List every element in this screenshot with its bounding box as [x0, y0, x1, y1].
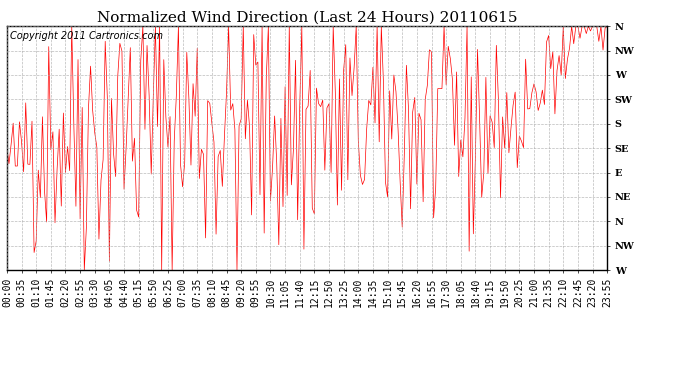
Title: Normalized Wind Direction (Last 24 Hours) 20110615: Normalized Wind Direction (Last 24 Hours…	[97, 11, 518, 25]
Text: Copyright 2011 Cartronics.com: Copyright 2011 Cartronics.com	[10, 31, 163, 41]
